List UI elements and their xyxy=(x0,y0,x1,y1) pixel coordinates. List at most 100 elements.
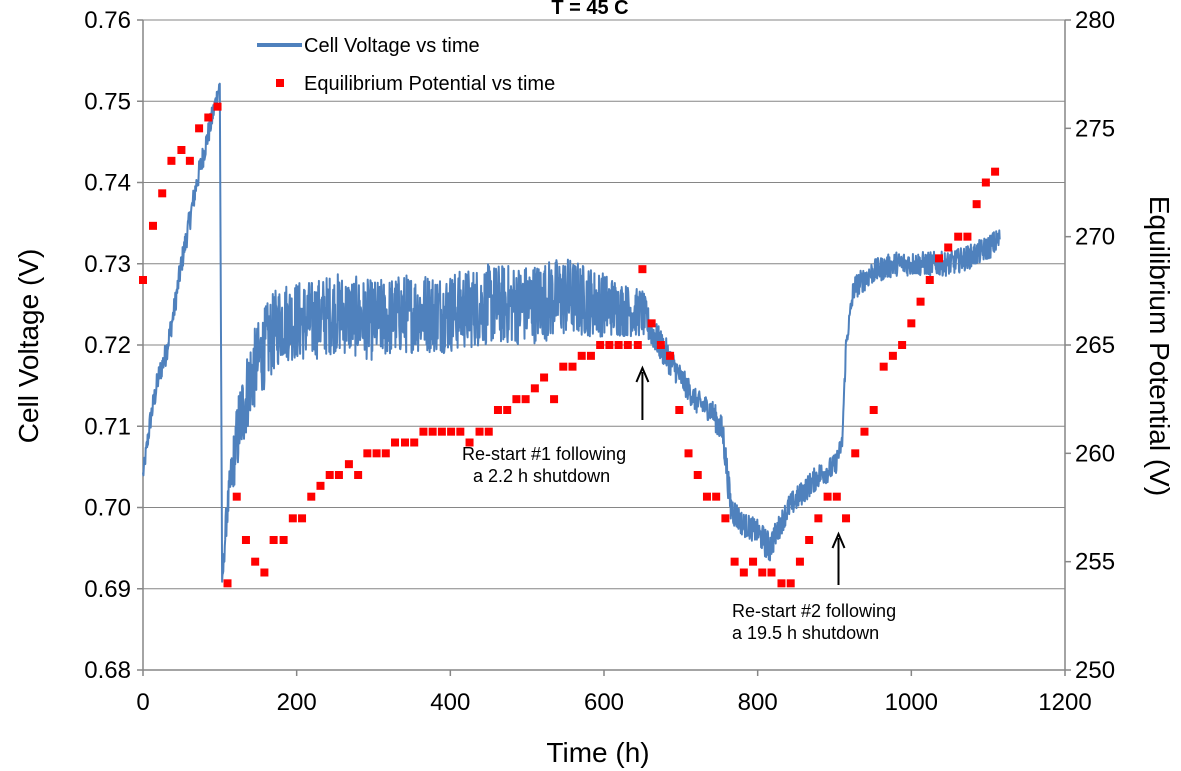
y-tick-label: 0.76 xyxy=(84,7,131,34)
equilibrium-potential-point xyxy=(832,492,841,501)
equilibrium-potential-point xyxy=(465,438,474,447)
equilibrium-potential-point xyxy=(559,362,568,371)
equilibrium-potential-point xyxy=(633,341,642,349)
y-tick-label: 0.71 xyxy=(84,413,131,440)
equilibrium-potential-point xyxy=(232,492,241,501)
equilibrium-potential-point xyxy=(437,427,446,436)
equilibrium-potential-point xyxy=(963,232,972,241)
equilibrium-potential-point xyxy=(623,341,632,349)
restart-2-label: Re-start #2 following xyxy=(732,601,896,621)
x-tick-label: 0 xyxy=(136,689,149,716)
x-tick-label: 1200 xyxy=(1038,689,1091,716)
equilibrium-potential-point xyxy=(177,146,186,154)
y-tick-label: 0.73 xyxy=(84,251,131,278)
equilibrium-potential-point xyxy=(898,341,907,349)
equilibrium-potential-point xyxy=(204,113,213,122)
equilibrium-potential-point xyxy=(739,568,748,577)
equilibrium-potential-point xyxy=(586,351,595,360)
equilibrium-potential-point xyxy=(316,481,325,490)
equilibrium-potential-point xyxy=(647,319,656,328)
legend-potential-label: Equilibrium Potential vs time xyxy=(304,73,555,95)
equilibrium-potential-point xyxy=(869,406,878,414)
equilibrium-potential-point xyxy=(456,427,465,436)
cell-voltage-series xyxy=(142,82,1001,583)
chart-title: T = 45 C xyxy=(551,0,628,19)
y2-tick-label: 270 xyxy=(1075,224,1115,251)
equilibrium-potential-point xyxy=(493,406,502,414)
equilibrium-potential-point xyxy=(251,557,260,566)
y-tick-label: 0.69 xyxy=(84,576,131,603)
equilibrium-potential-point xyxy=(795,557,804,566)
equilibrium-potential-point xyxy=(344,460,353,469)
equilibrium-potential-point xyxy=(925,276,934,284)
equilibrium-potential-point xyxy=(568,362,577,371)
equilibrium-potential-point xyxy=(823,492,832,501)
x-tick-label: 200 xyxy=(277,689,317,716)
y2-tick-label: 255 xyxy=(1075,549,1115,576)
equilibrium-potential-point xyxy=(391,438,400,447)
equilibrium-potential-point xyxy=(721,514,730,523)
equilibrium-potential-point xyxy=(381,449,390,458)
legend-voltage-label: Cell Voltage vs time xyxy=(304,35,480,57)
x-tick-label: 1000 xyxy=(885,689,938,716)
equilibrium-potential-point xyxy=(401,438,410,447)
y-tick-label: 0.68 xyxy=(84,657,131,684)
restart-2-label-line2: a 19.5 h shutdown xyxy=(732,623,879,643)
x-tick-label: 800 xyxy=(738,689,778,716)
equilibrium-potential-point xyxy=(758,568,767,577)
equilibrium-potential-point xyxy=(981,178,990,187)
equilibrium-potential-point xyxy=(842,514,851,523)
equilibrium-potential-point xyxy=(298,514,307,523)
equilibrium-potential-point xyxy=(475,427,484,436)
legend-potential-swatch xyxy=(276,79,284,87)
equilibrium-potential-point xyxy=(656,341,665,349)
equilibrium-potential-point xyxy=(530,384,539,393)
legend: Cell Voltage vs time Equilibrium Potentia… xyxy=(257,35,555,95)
equilibrium-potential-point xyxy=(666,351,675,360)
equilibrium-potential-point xyxy=(972,200,981,209)
equilibrium-potential-point xyxy=(484,427,493,436)
equilibrium-potential-point xyxy=(521,395,530,404)
equilibrium-potential-series xyxy=(139,102,1000,588)
equilibrium-potential-point xyxy=(954,232,963,241)
restart-1-arrowhead xyxy=(635,365,650,383)
equilibrium-potential-point xyxy=(167,156,176,165)
equilibrium-potential-point xyxy=(605,341,614,349)
x-axis-title: Time (h) xyxy=(546,737,649,768)
restart-1-label-line2: a 2.2 h shutdown xyxy=(473,466,610,486)
y2-tick-label: 280 xyxy=(1075,7,1115,34)
equilibrium-potential-point xyxy=(288,514,297,523)
y-tick-label: 0.72 xyxy=(84,332,131,359)
y2-axis-title: Equilibrium Potential (V) xyxy=(1144,196,1175,496)
equilibrium-potential-point xyxy=(419,427,428,436)
equilibrium-potential-point xyxy=(805,536,814,544)
y2-tick-label: 260 xyxy=(1075,440,1115,467)
equilibrium-potential-point xyxy=(213,102,222,111)
equilibrium-potential-point xyxy=(888,351,897,360)
equilibrium-potential-point xyxy=(786,579,795,588)
equilibrium-potential-point xyxy=(596,341,605,349)
equilibrium-potential-point xyxy=(158,189,167,198)
equilibrium-potential-point xyxy=(851,449,860,458)
y-tick-label: 0.70 xyxy=(84,495,131,522)
equilibrium-potential-point xyxy=(749,557,758,566)
equilibrium-potential-point xyxy=(447,427,456,436)
restart-1-label: Re-start #1 following xyxy=(462,444,626,464)
equilibrium-potential-point xyxy=(675,406,684,414)
equilibrium-potential-point xyxy=(540,373,549,382)
equilibrium-potential-point xyxy=(269,536,278,544)
equilibrium-potential-point xyxy=(860,427,869,436)
equilibrium-potential-point xyxy=(944,243,953,252)
equilibrium-potential-point xyxy=(814,514,823,523)
equilibrium-potential-point xyxy=(139,276,147,284)
equilibrium-potential-point xyxy=(372,449,381,458)
equilibrium-potential-point xyxy=(503,406,512,414)
equilibrium-potential-point xyxy=(730,557,739,566)
equilibrium-potential-point xyxy=(241,536,250,544)
cell-voltage-line xyxy=(142,82,1001,583)
equilibrium-potential-point xyxy=(410,438,419,447)
equilibrium-potential-point xyxy=(693,471,702,479)
equilibrium-potential-point xyxy=(907,319,916,328)
